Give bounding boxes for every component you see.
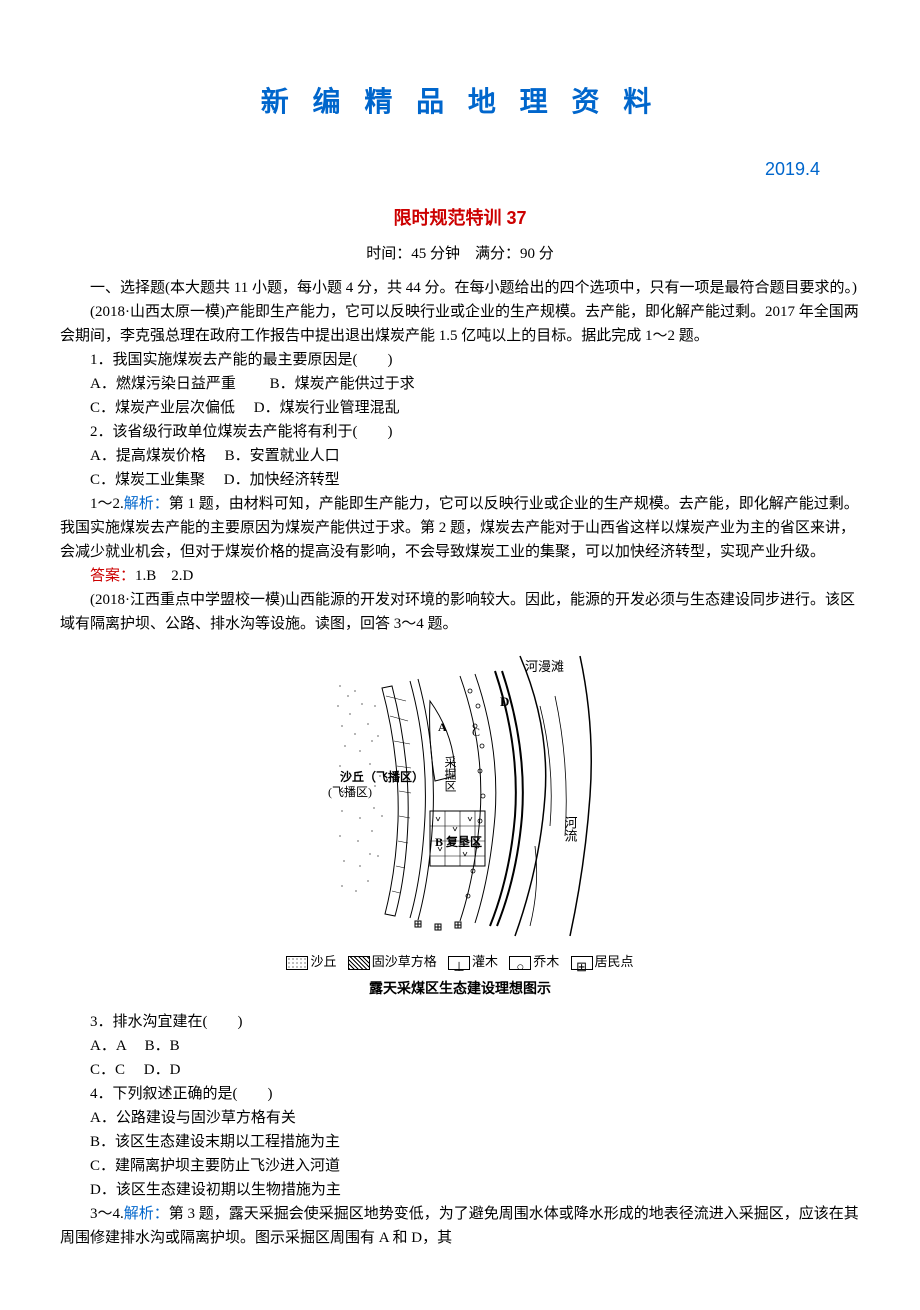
diagram-container: 河漫滩 河流 D C A 采掘区 B bbox=[60, 646, 860, 999]
label-mining: 采掘区 bbox=[443, 756, 457, 792]
q1-options-row2: C．煤炭产业层次偏低 D．煤炭行业管理混乱 bbox=[60, 396, 860, 420]
answer-text: 1.B 2.D bbox=[135, 568, 193, 584]
legend-shrub: ⊥灌木 bbox=[448, 952, 498, 973]
analysis-text: 第 1 题，由材料可知，产能即生产能力，它可以反映行业或企业的生产规模。去产能，… bbox=[60, 496, 859, 560]
tree-belt bbox=[466, 689, 485, 898]
group2-analysis: 3～4.解析：第 3 题，露天采掘会使采掘区地势变低，为了避免周围水体或降水形成… bbox=[60, 1202, 860, 1250]
q2-optC: C．煤炭工业集聚 bbox=[90, 472, 205, 488]
q1-optB: B．煤炭产能供过于求 bbox=[270, 376, 415, 392]
label-recovery: B 复垦区 bbox=[435, 834, 482, 849]
q4-text: 4．下列叙述正确的是( ) bbox=[60, 1082, 860, 1106]
legend-box-residential: ⊞ bbox=[571, 956, 593, 970]
main-title: 新 编 精 品 地 理 资 料 bbox=[60, 80, 860, 125]
analysis-text-2: 第 3 题，露天采掘会使采掘区地势变低，为了避免周围水体或降水形成的地表径流进入… bbox=[60, 1206, 859, 1246]
q3-optC: C．C bbox=[90, 1062, 125, 1078]
q2-text: 2．该省级行政单位煤炭去产能将有利于( ) bbox=[60, 420, 860, 444]
grass-grid-belt bbox=[382, 686, 411, 916]
q4-optD: D．该区生态建设初期以生物措施为主 bbox=[60, 1178, 860, 1202]
legend-box-shrub: ⊥ bbox=[448, 956, 470, 970]
q2-optB: B．安置就业人口 bbox=[225, 448, 340, 464]
sub-title: 限时规范特训 37 bbox=[60, 204, 860, 233]
group1-stem: (2018·山西太原一模)产能即生产能力，它可以反映行业或企业的生产规模。去产能… bbox=[60, 300, 860, 348]
q2-optD: D．加快经济转型 bbox=[224, 472, 340, 488]
group2-stem: (2018·江西重点中学盟校一模)山西能源的开发对环境的影响较大。因此，能源的开… bbox=[60, 588, 860, 636]
q1-text: 1．我国实施煤炭去产能的最主要原因是( ) bbox=[60, 348, 860, 372]
q3-text: 3．排水沟宜建在( ) bbox=[60, 1010, 860, 1034]
legend-label-residential: 居民点 bbox=[595, 954, 634, 969]
label-D: D bbox=[500, 694, 509, 709]
legend-sand-dune: 沙丘 bbox=[286, 952, 336, 973]
group1-analysis: 1～2.解析：第 1 题，由材料可知，产能即生产能力，它可以反映行业或企业的生产… bbox=[60, 492, 860, 564]
q1-optD: D．煤炭行业管理混乱 bbox=[254, 400, 400, 416]
analysis-prefix-2: 3～4. bbox=[90, 1206, 124, 1222]
q3-options-row1: A．A B．B bbox=[60, 1034, 860, 1058]
q1-options-row1: A．燃煤污染日益严重 B．煤炭产能供过于求 bbox=[60, 372, 860, 396]
legend-label-tree: 乔木 bbox=[533, 954, 559, 969]
label-A: A bbox=[438, 720, 447, 734]
q3-optD: D．D bbox=[144, 1062, 181, 1078]
diagram-caption: 露天采煤区生态建设理想图示 bbox=[60, 977, 860, 999]
legend-label-grid: 固沙草方格 bbox=[372, 954, 437, 969]
q3-optA: A．A bbox=[90, 1038, 126, 1054]
q4-optA: A．公路建设与固沙草方格有关 bbox=[60, 1106, 860, 1130]
legend-box-grid bbox=[348, 956, 370, 970]
q2-optA: A．提高煤炭价格 bbox=[90, 448, 206, 464]
q3-optB: B．B bbox=[145, 1038, 180, 1054]
label-dune2: (飞播区) bbox=[328, 785, 372, 799]
label-river: 河流 bbox=[563, 816, 578, 842]
q2-options-row2: C．煤炭工业集聚 D．加快经济转型 bbox=[60, 468, 860, 492]
group1-answer: 答案：1.B 2.D bbox=[60, 564, 860, 588]
legend-grid: 固沙草方格 bbox=[348, 952, 437, 973]
q3-options-row2: C．C D．D bbox=[60, 1058, 860, 1082]
label-C: C bbox=[472, 725, 480, 739]
legend-label-shrub: 灌木 bbox=[472, 954, 498, 969]
sand-dune-area: 沙丘（飞播区） (飞播区) bbox=[328, 686, 424, 892]
legend-box-dune bbox=[286, 956, 308, 970]
document-date: 2019.4 bbox=[60, 155, 860, 184]
mining-diagram: 河漫滩 河流 D C A 采掘区 B bbox=[320, 646, 600, 946]
label-dune: 沙丘（飞播区） bbox=[340, 769, 424, 784]
q4-optB: B．该区生态建设末期以工程措施为主 bbox=[60, 1130, 860, 1154]
analysis-prefix: 1～2. bbox=[90, 496, 124, 512]
analysis-label-2: 解析： bbox=[124, 1206, 169, 1222]
legend-residential: ⊞居民点 bbox=[571, 952, 634, 973]
legend-box-tree: ○ bbox=[509, 956, 531, 970]
residential-points bbox=[415, 921, 461, 930]
q2-options-row1: A．提高煤炭价格 B．安置就业人口 bbox=[60, 444, 860, 468]
time-info: 时间：45 分钟 满分：90 分 bbox=[60, 242, 860, 266]
q4-optC: C．建隔离护坝主要防止飞沙进入河道 bbox=[60, 1154, 860, 1178]
q1-optC: C．煤炭产业层次偏低 bbox=[90, 400, 235, 416]
q1-optA: A．燃煤污染日益严重 bbox=[90, 376, 236, 392]
label-river-beach: 河漫滩 bbox=[525, 659, 564, 674]
diagram-legend: 沙丘 固沙草方格 ⊥灌木 ○乔木 ⊞居民点 bbox=[60, 952, 860, 973]
legend-tree: ○乔木 bbox=[509, 952, 559, 973]
legend-label-dune: 沙丘 bbox=[310, 954, 336, 969]
answer-label: 答案： bbox=[90, 568, 135, 584]
analysis-label: 解析： bbox=[124, 496, 169, 512]
section-heading: 一、选择题(本大题共 11 小题，每小题 4 分，共 44 分。在每小题给出的四… bbox=[60, 276, 860, 300]
